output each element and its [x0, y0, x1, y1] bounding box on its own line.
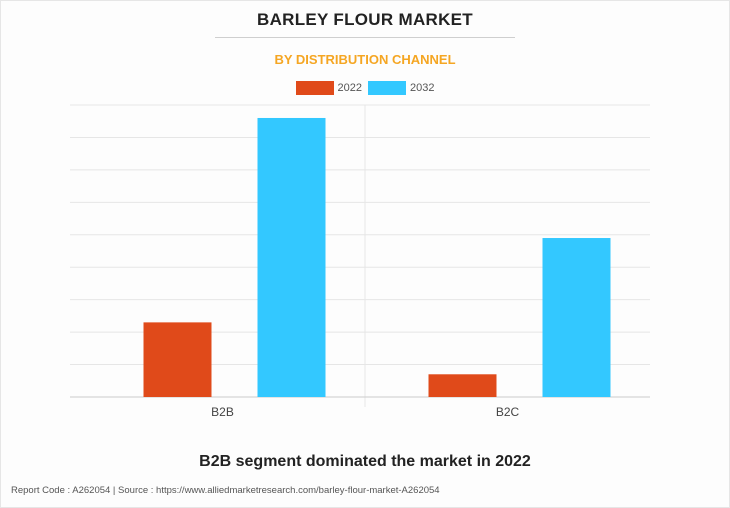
source-footer: Report Code : A262054 | Source : https:/…: [11, 485, 440, 496]
legend-swatch-2022: [295, 81, 334, 95]
legend-label-2022: 2022: [337, 82, 362, 94]
bar-b2c-2022: [428, 374, 497, 397]
legend: 2022 2032: [0, 81, 730, 95]
bar-b2b-2022: [143, 322, 212, 397]
legend-swatch-2032: [368, 81, 406, 95]
bar-b2b-2032: [257, 117, 326, 397]
x-tick-label: B2B: [211, 405, 234, 419]
chart-title: BARLEY FLOUR MARKET: [257, 10, 473, 29]
x-tick-label: B2C: [496, 405, 520, 419]
title-divider: [215, 37, 515, 38]
legend-item-2022[interactable]: 2022: [295, 81, 362, 95]
chart-caption: B2B segment dominated the market in 2022: [199, 453, 531, 470]
bar-b2c-2032: [542, 238, 611, 397]
legend-item-2032[interactable]: 2032: [368, 81, 434, 95]
chart-subtitle: BY DISTRIBUTION CHANNEL: [274, 52, 456, 67]
legend-label-2032: 2032: [410, 82, 435, 94]
